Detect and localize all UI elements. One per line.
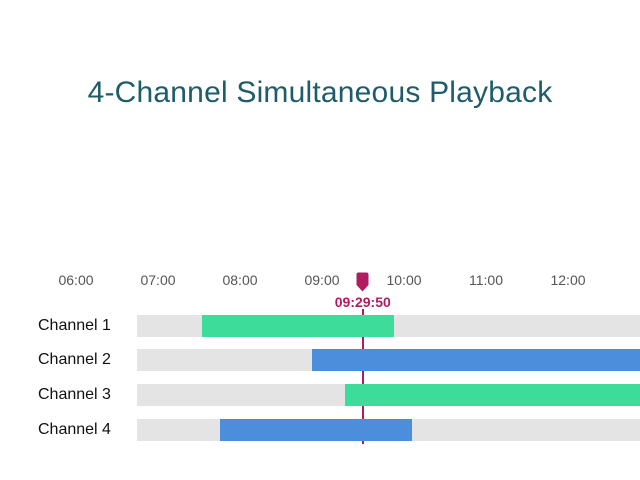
axis-tick-label: 06:00 xyxy=(58,272,94,288)
channel-label: Channel 1 xyxy=(38,317,111,334)
channel-track[interactable] xyxy=(137,384,640,406)
playback-segment-bar[interactable] xyxy=(219,419,413,441)
channel-label: Channel 4 xyxy=(38,421,111,438)
axis-tick-label: 07:00 xyxy=(140,272,176,288)
channel-track[interactable] xyxy=(137,419,640,441)
playback-segment-bar[interactable] xyxy=(345,384,640,406)
axis-tick-label: 09:00 xyxy=(304,272,340,288)
channel-track[interactable] xyxy=(137,349,640,371)
axis-tick-label: 11:00 xyxy=(469,272,503,288)
chart-title: 4-Channel Simultaneous Playback xyxy=(87,76,553,109)
channel-label: Channel 3 xyxy=(38,386,111,403)
axis-tick-label: 12:00 xyxy=(550,272,586,288)
axis-tick-label: 10:00 xyxy=(386,272,422,288)
playhead-marker-icon[interactable] xyxy=(355,272,370,292)
channel-label: Channel 2 xyxy=(38,351,111,368)
playback-segment-bar[interactable] xyxy=(312,349,640,371)
playhead-line xyxy=(361,309,364,444)
bookmark-pin-icon xyxy=(356,272,369,292)
playback-segment-bar[interactable] xyxy=(201,315,395,337)
playhead-time-label: 09:29:50 xyxy=(334,294,391,310)
channel-track[interactable] xyxy=(137,315,640,337)
axis-tick-label: 08:00 xyxy=(222,272,258,288)
